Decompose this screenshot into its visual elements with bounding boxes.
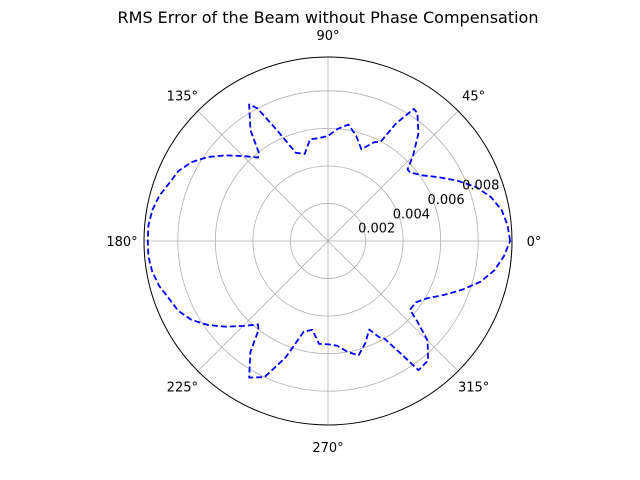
radial-gridline: [177, 90, 479, 392]
angle-tick-label: 45°: [462, 89, 485, 104]
angle-tick-label: 180°: [106, 235, 137, 250]
data-series: [146, 103, 512, 379]
spoke-gridline: [197, 240, 329, 372]
radial-gridline: [290, 203, 366, 279]
spoke-gridline: [197, 110, 329, 242]
radial-tick-label: 0.002: [358, 222, 395, 237]
series-line: [146, 103, 512, 379]
angle-tick-label: 90°: [316, 29, 339, 44]
spoke-gridline: [327, 110, 459, 242]
radial-gridline: [252, 165, 404, 317]
tick-labels: 0°45°90°135°180°225°270°315°0.0020.0040.…: [106, 29, 541, 456]
polar-grid: [143, 56, 513, 426]
chart-title: RMS Error of the Beam without Phase Comp…: [118, 8, 539, 27]
angle-tick-label: 315°: [458, 381, 489, 396]
polar-frame: [143, 56, 513, 426]
angle-tick-label: 135°: [167, 89, 198, 104]
radial-tick-label: 0.008: [462, 179, 499, 194]
radial-tick-label: 0.006: [427, 193, 464, 208]
radial-gridline: [214, 127, 442, 355]
angle-tick-label: 270°: [312, 441, 343, 456]
spoke-gridline: [327, 240, 459, 372]
radial-tick-label: 0.004: [393, 207, 430, 222]
angle-tick-label: 225°: [167, 381, 198, 396]
angle-tick-label: 0°: [527, 235, 542, 250]
